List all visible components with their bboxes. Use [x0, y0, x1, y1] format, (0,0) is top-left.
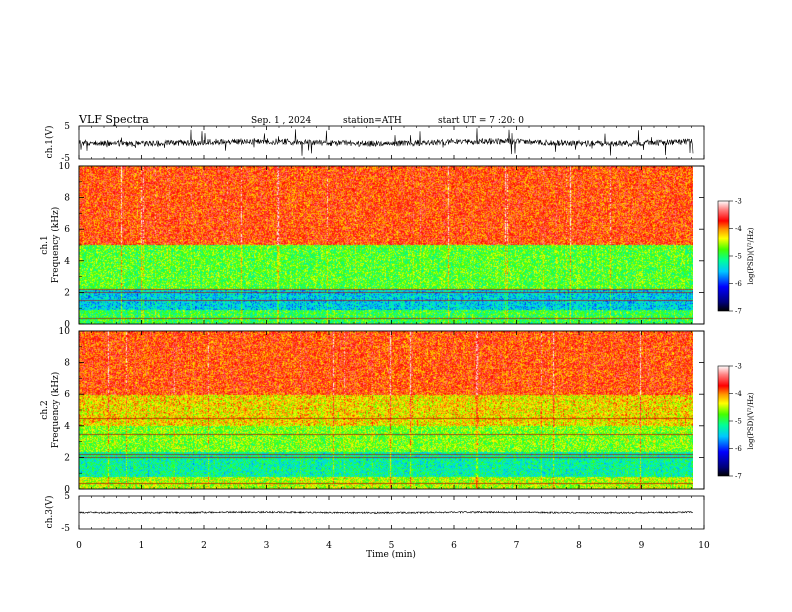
- time-tick-label-4: 4: [326, 541, 332, 551]
- time-tick-label-1: 1: [139, 541, 145, 551]
- time-tick-label-10: 10: [698, 541, 710, 551]
- ytick-label-0: 0: [64, 485, 70, 495]
- ch2-spectrogram-xticks: [78, 331, 705, 489]
- date-label: Sep. 1 , 2024: [251, 116, 311, 126]
- figure-title: VLF Spectra: [78, 113, 149, 126]
- ch3-waveform-trace: [78, 510, 694, 515]
- time-tick-label-3: 3: [264, 541, 270, 551]
- ch1-spec-ylabel-1: ch.1: [40, 235, 50, 254]
- time-tick-label-2: 2: [201, 541, 207, 551]
- ytick-label-10: 10: [59, 327, 71, 337]
- ch1-ytick-top: 5: [64, 122, 70, 132]
- time-tick-label-9: 9: [639, 541, 645, 551]
- ch2-colorbar-ticks: -3 -4 -5 -6 -7: [729, 363, 742, 481]
- time-axis: 0 1 2 3 4 5 6 7 8 9 10: [76, 541, 710, 551]
- start-time-label: start UT = 7 :20: 0: [438, 116, 524, 126]
- ch1-spectrogram-image: [79, 166, 693, 324]
- ch2-spectrogram-panel: 0 2 4 6 8 10 ch.2 Frequency (kHz): [40, 327, 705, 495]
- ch3-waveform-panel: 5 -5 ch.3(V): [44, 492, 705, 534]
- time-tick-label-5: 5: [389, 541, 395, 551]
- ytick-label-8: 8: [64, 194, 70, 204]
- ytick-label-4: 4: [64, 257, 70, 267]
- cb-tick-label--5: -5: [735, 253, 742, 261]
- cb-tick-label--4: -4: [735, 390, 742, 398]
- ch3-waveform-xticks: [78, 496, 705, 529]
- cb-tick-label--3: -3: [735, 198, 742, 206]
- ytick-label-2: 2: [64, 288, 70, 298]
- ytick-label-4: 4: [64, 422, 70, 432]
- ch2-colorbar-label: log(PSD)(V²/Hz): [747, 392, 755, 449]
- ch2-spectrogram-image: [79, 331, 693, 489]
- ch1-waveform-trace: [78, 128, 694, 156]
- cb-tick-label--6: -6: [735, 280, 742, 288]
- cb-tick-label--5: -5: [735, 418, 742, 426]
- cb-tick-label--7: -7: [735, 473, 742, 481]
- ch3-ytick-bottom: -5: [61, 524, 70, 534]
- ch1-colorbar: -3 -4 -5 -6 -7 log(PSD)(V²/Hz): [717, 198, 755, 316]
- ch1-colorbar-gradient: [717, 200, 730, 312]
- time-tick-label-8: 8: [576, 541, 582, 551]
- time-tick-label-7: 7: [514, 541, 520, 551]
- station-label: station=ATH: [343, 116, 402, 126]
- ch1-spectrogram-panel: 0 2 4 6 8 10 ch.1 Frequency (kHz): [40, 162, 705, 330]
- ch1-colorbar-ticks: -3 -4 -5 -6 -7: [729, 198, 742, 316]
- ch1-spectrogram-xticks: [78, 166, 705, 324]
- ch1-waveform-xticks: [78, 126, 705, 159]
- cb-tick-label--3: -3: [735, 363, 742, 371]
- cb-tick-label--6: -6: [735, 445, 742, 453]
- waveform-line: [78, 128, 694, 156]
- ch1-spectrogram-yticks: 0 2 4 6 8 10: [59, 162, 704, 330]
- ytick-label-8: 8: [64, 359, 70, 369]
- waveform-line: [78, 510, 694, 515]
- ch1-ylabel: ch.1(V): [44, 126, 55, 159]
- time-tick-label-0: 0: [76, 541, 82, 551]
- time-axis-label: Time (min): [366, 549, 416, 560]
- ch1-spec-ylabel-2: Frequency (kHz): [50, 207, 61, 284]
- ch2-spec-ylabel-2: Frequency (kHz): [50, 372, 61, 449]
- ytick-label-2: 2: [64, 453, 70, 463]
- ch2-colorbar: -3 -4 -5 -6 -7 log(PSD)(V²/Hz): [717, 363, 755, 481]
- ch2-colorbar-gradient: [717, 365, 730, 477]
- ch1-ytick-bottom: -5: [61, 154, 70, 164]
- ytick-label-10: 10: [59, 162, 71, 172]
- ch1-waveform-panel: 5 -5 ch.1(V): [44, 122, 705, 164]
- ytick-label-0: 0: [64, 320, 70, 330]
- ytick-label-6: 6: [64, 225, 70, 235]
- time-tick-label-6: 6: [451, 541, 457, 551]
- ytick-label-6: 6: [64, 390, 70, 400]
- cb-tick-label--7: -7: [735, 308, 742, 316]
- ch3-ytick-top: 5: [64, 492, 70, 502]
- ch3-ylabel: ch.3(V): [44, 496, 55, 529]
- ch2-spectrogram-yticks: 0 2 4 6 8 10: [59, 327, 704, 495]
- cb-tick-label--4: -4: [735, 225, 742, 233]
- ch1-colorbar-label: log(PSD)(V²/Hz): [747, 227, 755, 284]
- ch2-spec-ylabel-1: ch.2: [40, 400, 50, 419]
